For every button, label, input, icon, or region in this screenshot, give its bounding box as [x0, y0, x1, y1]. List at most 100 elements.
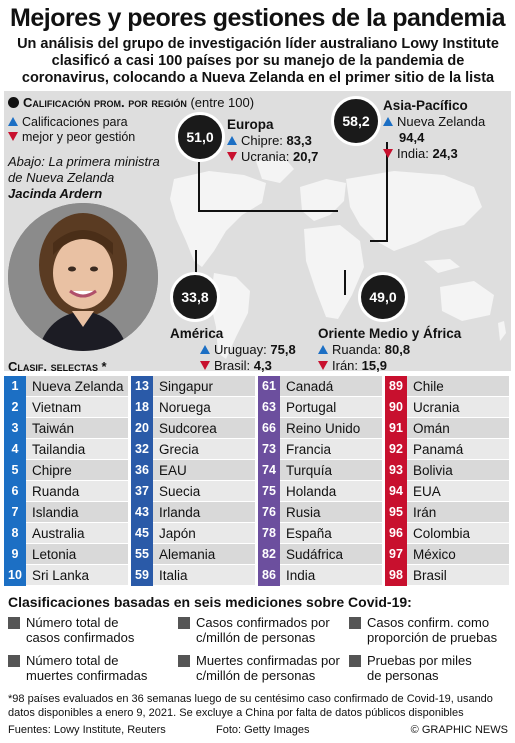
- table-row: 7 Islandia: [4, 501, 128, 523]
- country-name: Letonia: [32, 546, 77, 562]
- country-name: Chipre: [32, 462, 72, 478]
- rank-number: 74: [258, 459, 280, 481]
- square-icon: [8, 655, 20, 667]
- country-name: Sri Lanka: [32, 567, 90, 583]
- table-row: 10 Sri Lanka: [4, 564, 128, 586]
- table-row: 1 Nueva Zelanda: [4, 375, 128, 397]
- country-name: Canadá: [286, 378, 334, 394]
- criterion-line: Casos confirm. como: [367, 615, 490, 630]
- criterion-line: Pruebas por miles: [367, 653, 472, 668]
- rank-number: 86: [258, 564, 280, 586]
- region-name-america: América: [170, 326, 224, 341]
- legend-line-2: mejor y peor gestión: [22, 130, 136, 144]
- rank-number: 66: [258, 417, 280, 439]
- table-row: 94 EUA: [385, 480, 509, 502]
- footnote: *98 países evaluados en 36 semanas luego…: [8, 693, 493, 719]
- table-row: 91 Omán: [385, 417, 509, 439]
- region-name-asia: Asia-Pacífico: [383, 98, 468, 113]
- country-name: Irlanda: [159, 504, 201, 520]
- country-name: Irán: [413, 504, 437, 520]
- portrait-illustration: [8, 203, 158, 351]
- table-row: 97 México: [385, 543, 509, 565]
- criteria-title: Clasificaciones basadas en seis medicion…: [8, 594, 412, 610]
- footer-photo-credit: Foto: Getty Images: [216, 724, 310, 736]
- best-score: 75,8: [270, 342, 296, 357]
- bubble-europa: 51,0: [175, 112, 225, 162]
- square-icon: [8, 617, 20, 629]
- worst-score: 24,3: [432, 146, 458, 161]
- leader-line-oriente: [344, 270, 346, 295]
- rank-number: 4: [4, 438, 26, 460]
- country-name: Panamá: [413, 441, 464, 457]
- rank-number: 55: [131, 543, 153, 565]
- leader-line-asia: [386, 142, 388, 242]
- rank-number: 13: [131, 375, 153, 397]
- country-name: Taiwán: [32, 420, 75, 436]
- triangle-up-icon: [383, 117, 393, 126]
- worst-country: Ucrania:: [241, 149, 290, 164]
- best-score: 80,8: [384, 342, 411, 357]
- table-row: 63 Portugal: [258, 396, 382, 418]
- worst-score: 4,3: [253, 358, 272, 373]
- table-row: 6 Ruanda: [4, 480, 128, 502]
- table-row: 55 Alemania: [131, 543, 255, 565]
- rank-number: 89: [385, 375, 407, 397]
- table-row: 98 Brasil: [385, 564, 509, 586]
- country-name: Italia: [159, 567, 188, 583]
- triangle-up-icon: [200, 345, 210, 354]
- avg-score-unit: (entre 100): [190, 95, 255, 110]
- rank-number: 97: [385, 543, 407, 565]
- square-icon: [349, 655, 361, 667]
- best-country: Ruanda:: [332, 342, 382, 357]
- rank-column: 13 Singapur 18 Noruega 20 Sudcorea 32 Grecia 36 E…: [131, 375, 255, 586]
- caption-name: Jacinda Ardern: [8, 186, 103, 201]
- country-name: EAU: [159, 462, 187, 478]
- bubble-asia: 58,2: [331, 96, 381, 146]
- region-name-europa: Europa: [227, 117, 274, 132]
- criterion-item: Número total de muertes confirmadas: [8, 653, 147, 683]
- worst-country: Brasil:: [214, 358, 251, 373]
- country-name: Colombia: [413, 525, 471, 541]
- table-row: 78 España: [258, 522, 382, 544]
- criterion-line: Número total de: [26, 653, 119, 668]
- country-name: Chile: [413, 378, 444, 394]
- country-name: Sudáfrica: [286, 546, 344, 562]
- country-name: Sudcorea: [159, 420, 217, 436]
- best-worst-legend: Calificaciones para mejor y peor gestión: [8, 115, 135, 145]
- table-row: 90 Ucrania: [385, 396, 509, 418]
- rank-number: 2: [4, 396, 26, 418]
- worst-country: India:: [397, 146, 429, 161]
- worst-score: 20,7: [293, 149, 319, 164]
- rank-number: 36: [131, 459, 153, 481]
- table-row: 73 Francia: [258, 438, 382, 460]
- table-row: 61 Canadá: [258, 375, 382, 397]
- triangle-down-icon: [200, 361, 210, 370]
- region-oriente: Oriente Medio y África Ruanda: 80,8 Irán…: [318, 326, 461, 374]
- country-name: Noruega: [159, 399, 211, 415]
- country-name: Francia: [286, 441, 332, 457]
- rank-number: 1: [4, 375, 26, 397]
- table-row: 96 Colombia: [385, 522, 509, 544]
- criterion-line: Muertes confirmadas por: [196, 653, 340, 668]
- table-row: 82 Sudáfrica: [258, 543, 382, 565]
- rank-number: 61: [258, 375, 280, 397]
- leader-line-europa: [198, 162, 200, 212]
- criterion-line: Casos confirmados por: [196, 615, 330, 630]
- country-name: Turquía: [286, 462, 333, 478]
- table-row: 74 Turquía: [258, 459, 382, 481]
- criterion-item: Pruebas por miles de personas: [349, 653, 472, 683]
- bubble-america: 33,8: [170, 272, 220, 322]
- criterion-line: Número total de: [26, 615, 119, 630]
- table-row: 43 Irlanda: [131, 501, 255, 523]
- table-row: 13 Singapur: [131, 375, 255, 397]
- rank-number: 82: [258, 543, 280, 565]
- table-row: 66 Reino Unido: [258, 417, 382, 439]
- worst-score: 15,9: [361, 358, 387, 373]
- table-row: 9 Letonia: [4, 543, 128, 565]
- rank-number: 59: [131, 564, 153, 586]
- page-subtitle: Un análisis del grupo de investigación l…: [17, 36, 499, 86]
- table-row: 4 Tailandia: [4, 438, 128, 460]
- region-asia: Asia-Pacífico Nueva Zelanda 94,4 India: …: [383, 98, 485, 162]
- country-name: Rusia: [286, 504, 321, 520]
- country-name: Ruanda: [32, 483, 80, 499]
